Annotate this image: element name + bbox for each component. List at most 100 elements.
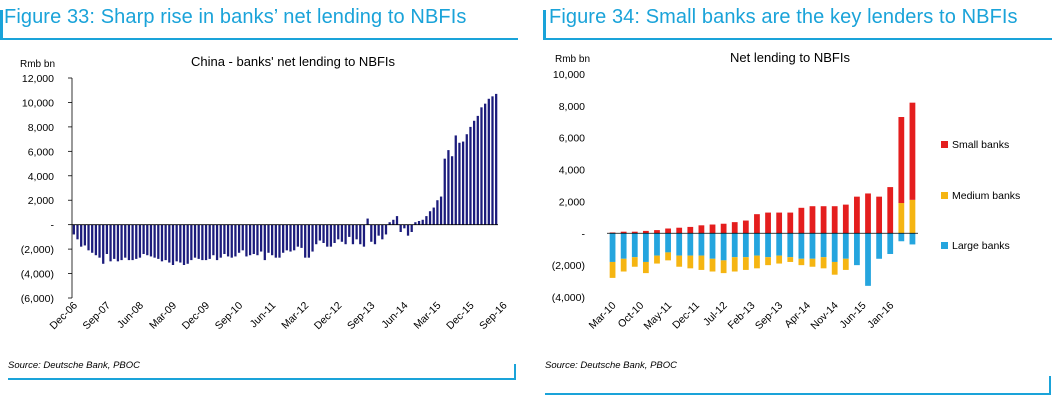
figure-33-title: Figure 33: Sharp rise in banks’ net lend… bbox=[4, 6, 467, 28]
bar bbox=[326, 224, 329, 247]
bar bbox=[105, 224, 109, 254]
bar bbox=[135, 224, 138, 259]
bar-large-banks bbox=[831, 233, 838, 262]
bar-large-banks bbox=[898, 233, 905, 242]
bar bbox=[83, 224, 86, 246]
x-tick-label: Mar-09 bbox=[147, 300, 179, 332]
legend-swatch bbox=[941, 242, 948, 249]
x-tick-label: Jan-16 bbox=[865, 300, 896, 331]
bar-large-banks bbox=[709, 233, 716, 259]
bar bbox=[113, 224, 116, 259]
bar-large-banks bbox=[654, 233, 660, 256]
bar-medium-banks bbox=[754, 255, 760, 269]
x-tick-label: Jun-11 bbox=[248, 300, 279, 331]
bar bbox=[116, 224, 120, 262]
bar-small-banks bbox=[742, 220, 749, 234]
figure-33-panel: Figure 33: Sharp rise in banks’ net lend… bbox=[0, 0, 522, 388]
bar bbox=[447, 150, 450, 225]
bar-medium-banks bbox=[787, 257, 794, 262]
bar bbox=[190, 224, 193, 261]
bar-large-banks bbox=[642, 233, 649, 262]
bar-large-banks bbox=[631, 233, 638, 258]
bar bbox=[300, 224, 303, 248]
bar bbox=[337, 224, 340, 240]
bar bbox=[436, 200, 439, 225]
bar bbox=[267, 224, 270, 253]
y-tick-label: 2,000 bbox=[559, 196, 585, 208]
bar bbox=[186, 224, 189, 264]
legend-label: Large banks bbox=[952, 240, 1010, 252]
bar bbox=[168, 224, 171, 263]
bar bbox=[179, 224, 182, 263]
bar bbox=[80, 224, 83, 247]
bar bbox=[487, 98, 490, 225]
bar-medium-banks bbox=[909, 199, 916, 234]
side-rule bbox=[1049, 376, 1051, 394]
bar-medium-banks bbox=[620, 258, 627, 272]
bar bbox=[417, 221, 421, 225]
bar-large-banks bbox=[620, 233, 627, 259]
bar bbox=[351, 224, 355, 245]
title-underline bbox=[543, 38, 1052, 40]
bar-medium-banks bbox=[642, 261, 649, 274]
bar bbox=[175, 224, 178, 262]
bar-small-banks bbox=[809, 206, 816, 234]
bar-small-banks bbox=[687, 226, 694, 234]
figure-34-panel: Figure 34: Small banks are the key lende… bbox=[533, 0, 1054, 405]
bar bbox=[392, 219, 395, 225]
bar-medium-banks bbox=[609, 261, 616, 278]
chart-title: Net lending to NBFIs bbox=[730, 50, 850, 65]
bar-large-banks bbox=[720, 233, 727, 261]
bar bbox=[256, 224, 259, 256]
bar bbox=[87, 224, 90, 251]
bar-medium-banks bbox=[798, 258, 805, 266]
bar bbox=[370, 224, 373, 242]
bar-medium-banks bbox=[665, 252, 671, 261]
bar bbox=[432, 207, 435, 225]
legend-swatch bbox=[941, 141, 948, 148]
bar bbox=[472, 120, 476, 225]
bar bbox=[495, 93, 498, 225]
bar bbox=[406, 224, 410, 236]
bar bbox=[388, 222, 391, 225]
bar-large-banks bbox=[809, 233, 816, 259]
bar-large-banks bbox=[876, 233, 883, 259]
bar-small-banks bbox=[642, 230, 649, 234]
bar bbox=[421, 219, 424, 225]
y-tick-label: - bbox=[582, 228, 586, 240]
bar-small-banks bbox=[787, 212, 794, 234]
bar-large-banks bbox=[842, 233, 849, 259]
bar bbox=[318, 224, 322, 241]
bar-small-banks bbox=[665, 228, 671, 234]
y-axis-unit: Rmb bn bbox=[20, 59, 55, 70]
bar-medium-banks bbox=[742, 257, 749, 270]
y-tick-label: 10,000 bbox=[553, 69, 585, 81]
bar bbox=[329, 224, 333, 247]
legend-swatch bbox=[941, 192, 948, 199]
bar bbox=[102, 224, 105, 264]
bar-small-banks bbox=[654, 230, 660, 234]
bar-small-banks bbox=[754, 214, 760, 234]
bar bbox=[428, 211, 432, 225]
bar bbox=[215, 224, 219, 261]
bar bbox=[219, 224, 222, 258]
bar bbox=[204, 224, 208, 261]
bar-large-banks bbox=[765, 233, 771, 258]
bottom-rule bbox=[8, 378, 516, 380]
bar-large-banks bbox=[776, 233, 783, 256]
bar bbox=[157, 224, 160, 259]
bar bbox=[201, 224, 204, 261]
figure-33-source: Source: Deutsche Bank, PBOC bbox=[8, 360, 141, 371]
bar-large-banks bbox=[698, 233, 705, 256]
figure-34-title: Figure 34: Small banks are the key lende… bbox=[549, 6, 1018, 28]
bar bbox=[109, 224, 112, 262]
bar bbox=[484, 103, 487, 225]
bar bbox=[454, 135, 457, 225]
bar-small-banks bbox=[831, 206, 838, 234]
bar bbox=[285, 224, 288, 251]
x-tick-label: Sep-10 bbox=[213, 300, 246, 333]
bar-small-banks bbox=[709, 224, 716, 234]
bar-small-banks bbox=[620, 231, 627, 234]
bar bbox=[333, 224, 336, 243]
y-tick-label: 2,000 bbox=[28, 195, 54, 207]
